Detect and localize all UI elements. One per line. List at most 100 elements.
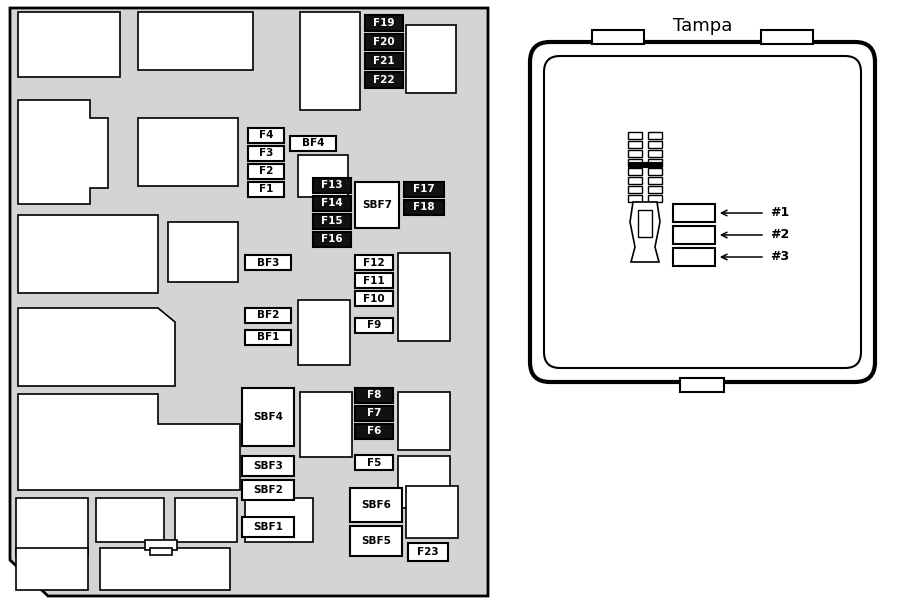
Bar	[398, 456, 450, 508]
Text: Tampa: Tampa	[673, 17, 733, 35]
Bar	[761, 30, 813, 44]
Polygon shape	[18, 394, 240, 490]
Bar	[648, 168, 662, 175]
Polygon shape	[10, 8, 488, 596]
Text: #2: #2	[770, 228, 789, 242]
Text: F1: F1	[259, 185, 274, 194]
Bar	[16, 548, 88, 590]
Bar	[242, 517, 294, 537]
Bar	[648, 132, 662, 139]
Bar	[313, 232, 351, 247]
Bar	[628, 132, 642, 139]
Bar	[365, 53, 403, 69]
Text: F10: F10	[364, 294, 385, 303]
Bar	[242, 480, 294, 500]
Polygon shape	[638, 210, 652, 237]
Text: SBF7: SBF7	[362, 200, 392, 210]
Text: SBF4: SBF4	[253, 412, 283, 422]
Text: SBF1: SBF1	[253, 522, 283, 532]
Bar	[648, 141, 662, 148]
Text: #1: #1	[770, 206, 789, 219]
Bar	[408, 543, 448, 561]
Bar	[355, 406, 393, 421]
Text: F7: F7	[367, 409, 382, 418]
Text: F21: F21	[374, 56, 395, 66]
Bar	[168, 222, 238, 282]
Text: #3: #3	[770, 250, 789, 264]
Bar	[355, 273, 393, 288]
Bar	[138, 12, 253, 70]
Text: F6: F6	[367, 426, 382, 437]
Bar	[96, 498, 164, 542]
Bar	[242, 388, 294, 446]
Text: F15: F15	[321, 217, 343, 227]
Text: F22: F22	[374, 75, 395, 85]
Bar	[298, 300, 350, 365]
Bar	[100, 548, 230, 590]
Bar	[355, 255, 393, 270]
Bar	[628, 177, 642, 184]
Text: SBF2: SBF2	[253, 485, 283, 495]
Bar	[406, 486, 458, 538]
Text: BF3: BF3	[256, 258, 279, 267]
Text: F3: F3	[259, 149, 274, 158]
Bar	[648, 150, 662, 157]
Bar	[145, 540, 177, 550]
Bar	[628, 159, 642, 166]
Bar	[350, 526, 402, 556]
Bar	[18, 12, 120, 77]
Bar	[245, 330, 291, 345]
Text: F4: F4	[259, 130, 274, 141]
Text: SBF5: SBF5	[361, 536, 391, 546]
Bar	[398, 392, 450, 450]
Bar	[16, 498, 88, 556]
FancyBboxPatch shape	[544, 56, 861, 368]
Bar	[242, 456, 294, 476]
Bar	[150, 548, 172, 555]
Bar	[628, 195, 642, 202]
Bar	[648, 159, 662, 166]
Polygon shape	[18, 308, 175, 386]
Bar	[175, 498, 237, 542]
Bar	[648, 186, 662, 193]
Bar	[398, 253, 450, 341]
Text: F13: F13	[321, 180, 343, 191]
Text: F11: F11	[364, 275, 385, 286]
Text: BF2: BF2	[256, 311, 279, 320]
Text: BF4: BF4	[302, 138, 324, 149]
Bar	[350, 488, 402, 522]
Text: F23: F23	[418, 547, 439, 557]
Bar	[673, 248, 715, 266]
Text: F20: F20	[374, 37, 395, 47]
Text: F19: F19	[374, 18, 395, 28]
Bar	[628, 150, 642, 157]
Text: F16: F16	[321, 234, 343, 244]
Text: F17: F17	[413, 185, 435, 194]
Bar	[365, 34, 403, 50]
Bar	[355, 182, 399, 228]
Text: F8: F8	[367, 390, 382, 401]
Bar	[404, 200, 444, 215]
Bar	[245, 498, 313, 542]
Bar	[300, 392, 352, 457]
Bar	[673, 204, 715, 222]
Bar	[355, 318, 393, 333]
Bar	[298, 155, 348, 197]
Bar	[248, 146, 284, 161]
Text: F18: F18	[413, 203, 435, 213]
Bar	[355, 388, 393, 403]
Bar	[592, 30, 644, 44]
Bar	[248, 182, 284, 197]
Bar	[648, 177, 662, 184]
Text: SBF3: SBF3	[253, 461, 283, 471]
FancyBboxPatch shape	[530, 42, 875, 382]
Bar	[313, 196, 351, 211]
Bar	[404, 182, 444, 197]
Bar	[313, 178, 351, 193]
Bar	[355, 424, 393, 439]
Bar	[680, 378, 724, 392]
Bar	[628, 168, 642, 175]
Bar	[673, 226, 715, 244]
Polygon shape	[18, 100, 108, 204]
Polygon shape	[630, 202, 660, 262]
